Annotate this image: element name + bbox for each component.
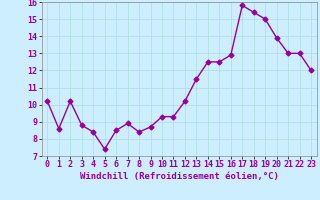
X-axis label: Windchill (Refroidissement éolien,°C): Windchill (Refroidissement éolien,°C) — [80, 172, 279, 181]
